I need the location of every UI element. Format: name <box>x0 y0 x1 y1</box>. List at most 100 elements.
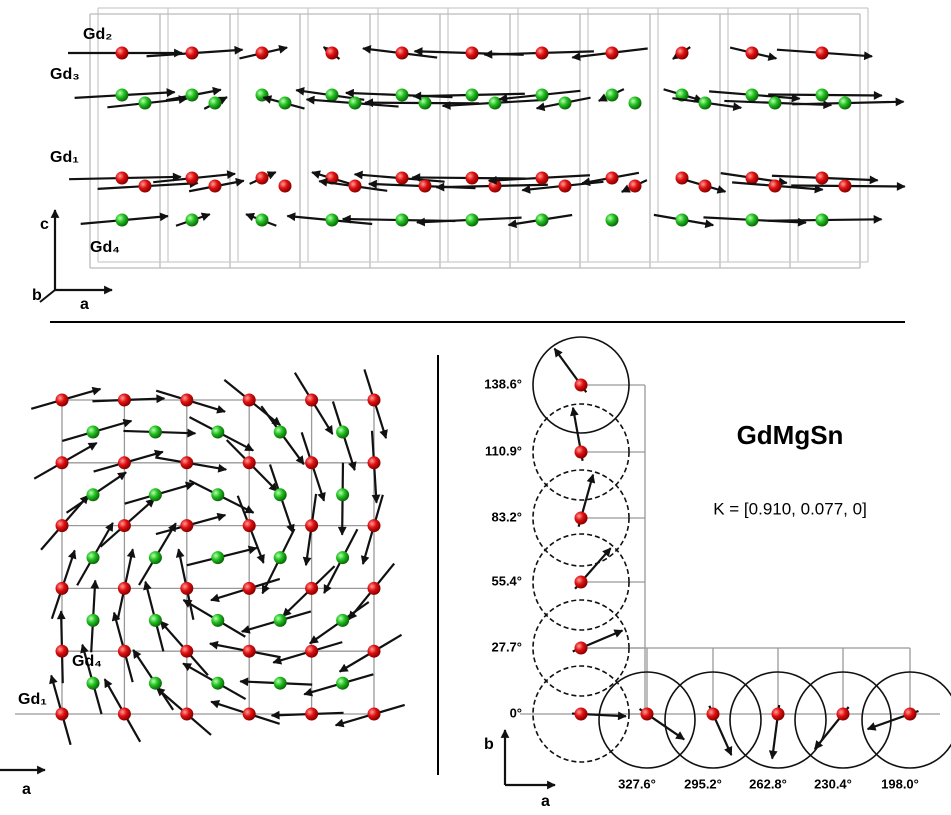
angle-label: 0° <box>510 705 522 720</box>
rotation-circle <box>532 665 630 763</box>
gd-atom-red <box>838 179 852 193</box>
axis-label: c <box>40 216 49 233</box>
angle-label: 327.6° <box>618 776 656 791</box>
gd-atom-red <box>185 171 199 185</box>
gd-atom-green <box>211 488 225 502</box>
axis-label: b <box>484 736 494 753</box>
gd-atom-red <box>180 644 194 658</box>
gd-atom-green <box>465 88 479 102</box>
axis-label: a <box>80 296 89 313</box>
gd-atom-green <box>86 551 100 565</box>
gd-atom-red <box>745 46 759 60</box>
gd-atom-red <box>465 171 479 185</box>
axis-label: a <box>541 793 550 810</box>
gd-atom-green <box>185 213 199 227</box>
angle-label: 55.4° <box>491 573 522 588</box>
atom-label: Gd₃ <box>50 66 80 83</box>
atom-label: Gd₂ <box>83 26 112 43</box>
rotation-circle <box>598 671 696 769</box>
gd-atom-red <box>771 707 785 721</box>
gd-atom-red <box>55 456 69 470</box>
gd-atom-red <box>903 707 917 721</box>
gd-atom-red <box>242 519 256 533</box>
gd-atom-red <box>418 179 432 193</box>
gd-atom-red <box>305 519 319 533</box>
gd-atom-green <box>185 88 199 102</box>
gd-atom-red <box>180 519 194 533</box>
gd-atom-red <box>574 575 588 589</box>
gd-atom-green <box>336 613 350 627</box>
gd-atom-green <box>768 96 782 110</box>
gd-atom-red <box>305 456 319 470</box>
gd-atom-red <box>305 393 319 407</box>
gd-atom-red <box>325 46 339 60</box>
gd-atom-green <box>273 425 287 439</box>
gd-atom-green <box>211 676 225 690</box>
gd-atom-green <box>148 551 162 565</box>
gd-atom-red <box>768 179 782 193</box>
gd-atom-red <box>305 644 319 658</box>
gd-atom-red <box>367 644 381 658</box>
gd-atom-red <box>117 644 131 658</box>
angle-label: 230.4° <box>814 776 852 791</box>
gd-atom-red <box>117 519 131 533</box>
gd-atom-green <box>698 96 712 110</box>
gd-atom-red <box>628 179 642 193</box>
gd-atom-red <box>278 179 292 193</box>
gd-atom-red <box>242 707 256 721</box>
gd-atom-red <box>117 393 131 407</box>
gd-atom-green <box>418 96 432 110</box>
gd-atom-red <box>180 456 194 470</box>
gd-atom-green <box>255 88 269 102</box>
gd-atom-green <box>148 676 162 690</box>
gd-atom-red <box>138 179 152 193</box>
rotation-circle <box>532 469 630 567</box>
gd-atom-green <box>273 613 287 627</box>
gd-atom-green <box>273 676 287 690</box>
gd-atom-red <box>698 179 712 193</box>
gd-atom-red <box>242 581 256 595</box>
gd-atom-red <box>815 46 829 60</box>
gd-atom-red <box>574 445 588 459</box>
gd-atom-red <box>675 171 689 185</box>
gd-atom-green <box>255 213 269 227</box>
angle-label: 110.9° <box>485 443 522 458</box>
gd-atom-red <box>367 393 381 407</box>
rotation-circle <box>861 671 951 769</box>
gd-atom-red <box>305 581 319 595</box>
gd-atom-red <box>706 707 720 721</box>
gd-atom-green <box>336 488 350 502</box>
gd-atom-red <box>367 707 381 721</box>
gd-atom-red <box>208 179 222 193</box>
gd-atom-red <box>305 707 319 721</box>
gd-atom-green <box>558 96 572 110</box>
gd-atom-red <box>117 456 131 470</box>
gd-atom-green <box>148 425 162 439</box>
gd-atom-green <box>815 213 829 227</box>
gd-atom-red <box>180 393 194 407</box>
gd-atom-green <box>273 551 287 565</box>
gd-atom-green <box>86 676 100 690</box>
gd-atom-green <box>148 488 162 502</box>
gd-atom-green <box>465 213 479 227</box>
rotation-circle <box>532 336 630 434</box>
angle-label: 83.2° <box>491 509 522 524</box>
gd-atom-red <box>574 707 588 721</box>
gd-atom-green <box>336 425 350 439</box>
gd-atom-red <box>55 393 69 407</box>
atom-label: Gd₄ <box>90 239 120 256</box>
gd-atom-red <box>117 581 131 595</box>
structure: 138.6° 110.9° 83.2° 55.4° 27.7° 0° 327.6° 295.2… <box>0 7 951 791</box>
gd-atom-red <box>242 644 256 658</box>
axis-label: a <box>22 781 31 798</box>
gd-atom-red <box>535 46 549 60</box>
gd-atom-green <box>115 213 129 227</box>
gd-atom-red <box>574 511 588 525</box>
gd-atom-green <box>395 88 409 102</box>
rotation-circle <box>532 599 630 697</box>
gd-atom-red <box>325 171 339 185</box>
gd-atom-green <box>535 213 549 227</box>
gd-atom-green <box>211 613 225 627</box>
